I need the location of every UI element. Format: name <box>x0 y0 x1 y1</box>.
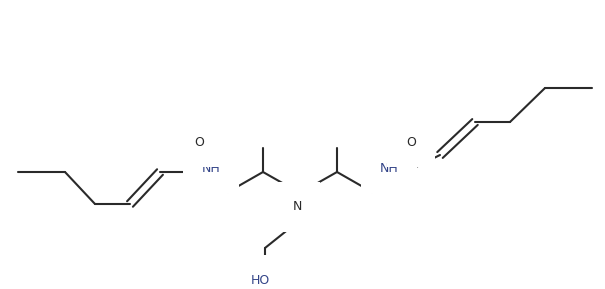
Text: HO: HO <box>250 273 270 286</box>
Text: O: O <box>194 136 204 149</box>
Text: O: O <box>406 136 416 149</box>
Text: NH: NH <box>379 162 398 175</box>
Text: NH: NH <box>201 162 220 175</box>
Text: N: N <box>292 201 302 214</box>
